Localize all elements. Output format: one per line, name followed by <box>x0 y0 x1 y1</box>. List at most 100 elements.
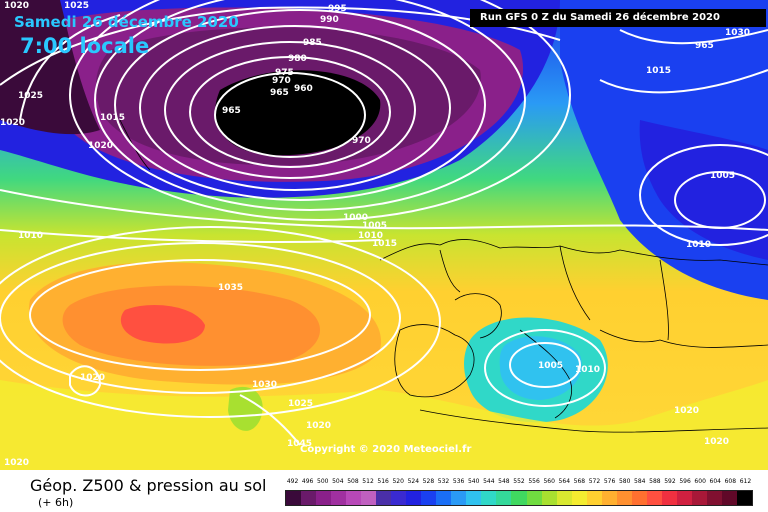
isobar-label: 1020 <box>80 373 105 383</box>
scale-label: 612 <box>739 478 752 485</box>
scale-label: 608 <box>724 478 737 485</box>
scale-label: 524 <box>407 478 420 485</box>
scale-swatch <box>286 491 302 505</box>
scale-swatch <box>391 491 407 505</box>
scale-swatch <box>331 491 347 505</box>
scale-label: 584 <box>634 478 646 485</box>
scale-label: 504 <box>332 478 344 485</box>
scale-swatch <box>526 491 542 505</box>
scale-swatch <box>586 491 602 505</box>
isobar-label: 1005 <box>538 361 563 371</box>
scale-label: 576 <box>603 478 616 485</box>
scale-swatch <box>736 491 752 505</box>
isobar-label: 1005 <box>710 171 735 181</box>
isobar-label: 1020 <box>674 406 699 416</box>
scale-label: 496 <box>301 478 314 485</box>
isobar-lines <box>0 0 768 445</box>
south-yellow <box>0 380 768 470</box>
scale-swatch <box>721 491 737 505</box>
isobar-label: 1025 <box>18 91 43 101</box>
scale-swatch <box>571 491 587 505</box>
copyright-notice: Copyright © 2020 Meteociel.fr <box>300 444 472 455</box>
scale-swatch <box>346 491 362 505</box>
scale-label: 540 <box>467 478 480 485</box>
isobar-label: 970 <box>352 136 371 146</box>
scale-swatch <box>466 491 482 505</box>
scale-swatch <box>496 491 512 505</box>
isobar-label: 965 <box>270 88 289 98</box>
isobar-label: 965 <box>222 106 241 116</box>
isobar-label: 1010 <box>18 231 43 241</box>
scale-label: 516 <box>377 478 389 485</box>
scale-label: 588 <box>649 478 661 485</box>
scale-label: 556 <box>528 478 540 485</box>
isobar-label: 1030 <box>725 28 750 38</box>
scale-label: 580 <box>618 478 631 485</box>
scale-label: 548 <box>498 478 510 485</box>
isobar-label: 1020 <box>4 1 29 11</box>
isobar-label: 995 <box>328 4 347 14</box>
scale-label: 604 <box>709 478 721 485</box>
scale-swatch <box>436 491 452 505</box>
scale-swatch <box>661 491 677 505</box>
scale-swatch <box>706 491 722 505</box>
ridge-core <box>120 305 205 344</box>
scale-swatch <box>316 491 332 505</box>
isobar-label: 1025 <box>288 399 313 409</box>
isobar-label: 965 <box>695 41 714 51</box>
scale-swatch <box>691 491 707 505</box>
isobar-label: 985 <box>303 38 322 48</box>
forecast-map: 1020 1025 1025 1030 1015 1020 1020 1015 … <box>0 0 768 470</box>
isobar-labels: 1020 1025 1025 1030 1015 1020 1020 1015 … <box>0 1 750 468</box>
isobar-label: 1005 <box>362 221 387 231</box>
scale-label: 536 <box>452 478 465 485</box>
isobar-label: 990 <box>320 15 339 25</box>
isobar-label: 1010 <box>358 231 383 241</box>
scale-swatch <box>421 491 437 505</box>
scale-swatch <box>601 491 617 505</box>
scale-label: 600 <box>694 478 706 485</box>
scale-swatch <box>406 491 422 505</box>
scale-swatch <box>301 491 317 505</box>
isobar-label: 960 <box>294 84 313 94</box>
isobar-label: 1000 <box>343 213 368 223</box>
isobar-label: 1030 <box>252 380 277 390</box>
scale-swatch <box>481 491 497 505</box>
scale-swatch <box>541 491 557 505</box>
map-subtitle: (+ 6h) <box>38 496 74 509</box>
isobar-label: 1020 <box>4 458 29 468</box>
scale-label: 564 <box>558 478 571 485</box>
isobar-label: 1020 <box>704 437 729 447</box>
isobar-label: 970 <box>272 76 291 86</box>
scale-swatch <box>676 491 692 505</box>
scale-swatch <box>511 491 527 505</box>
scale-label: 500 <box>317 478 329 485</box>
scale-label: 552 <box>513 478 525 485</box>
scale-swatch <box>376 491 392 505</box>
scale-label: 596 <box>679 478 691 485</box>
scale-label: 520 <box>392 478 404 485</box>
scale-label: 528 <box>422 478 435 485</box>
scale-label: 572 <box>588 478 601 485</box>
color-scale-labels: 492 496 500 504 508 512 516 520 524 528 532 536 540 5… <box>285 478 753 488</box>
isobar-label: 1020 <box>306 421 331 431</box>
forecast-time: 7:00 locale <box>20 34 150 58</box>
isobar-label: 1015 <box>372 239 397 249</box>
scale-label: 560 <box>543 478 555 485</box>
scale-label: 592 <box>664 478 676 485</box>
scale-label: 568 <box>573 478 586 485</box>
scale-label: 532 <box>437 478 450 485</box>
scale-swatch <box>616 491 632 505</box>
isobar-label: 980 <box>288 54 307 64</box>
isobar-label: 1015 <box>100 113 125 123</box>
isobar-label: 1010 <box>575 365 600 375</box>
forecast-date: Samedi 26 décembre 2020 <box>14 13 239 31</box>
isobar-label: 1020 <box>0 118 25 128</box>
isobar-label: 1045 <box>287 439 312 449</box>
scale-label: 492 <box>286 478 299 485</box>
isobar-label: 1025 <box>64 1 89 11</box>
isobar-label: 1035 <box>218 283 243 293</box>
isobar-label: 975 <box>275 68 294 78</box>
scale-swatch <box>451 491 467 505</box>
south-green-patch <box>228 386 263 431</box>
